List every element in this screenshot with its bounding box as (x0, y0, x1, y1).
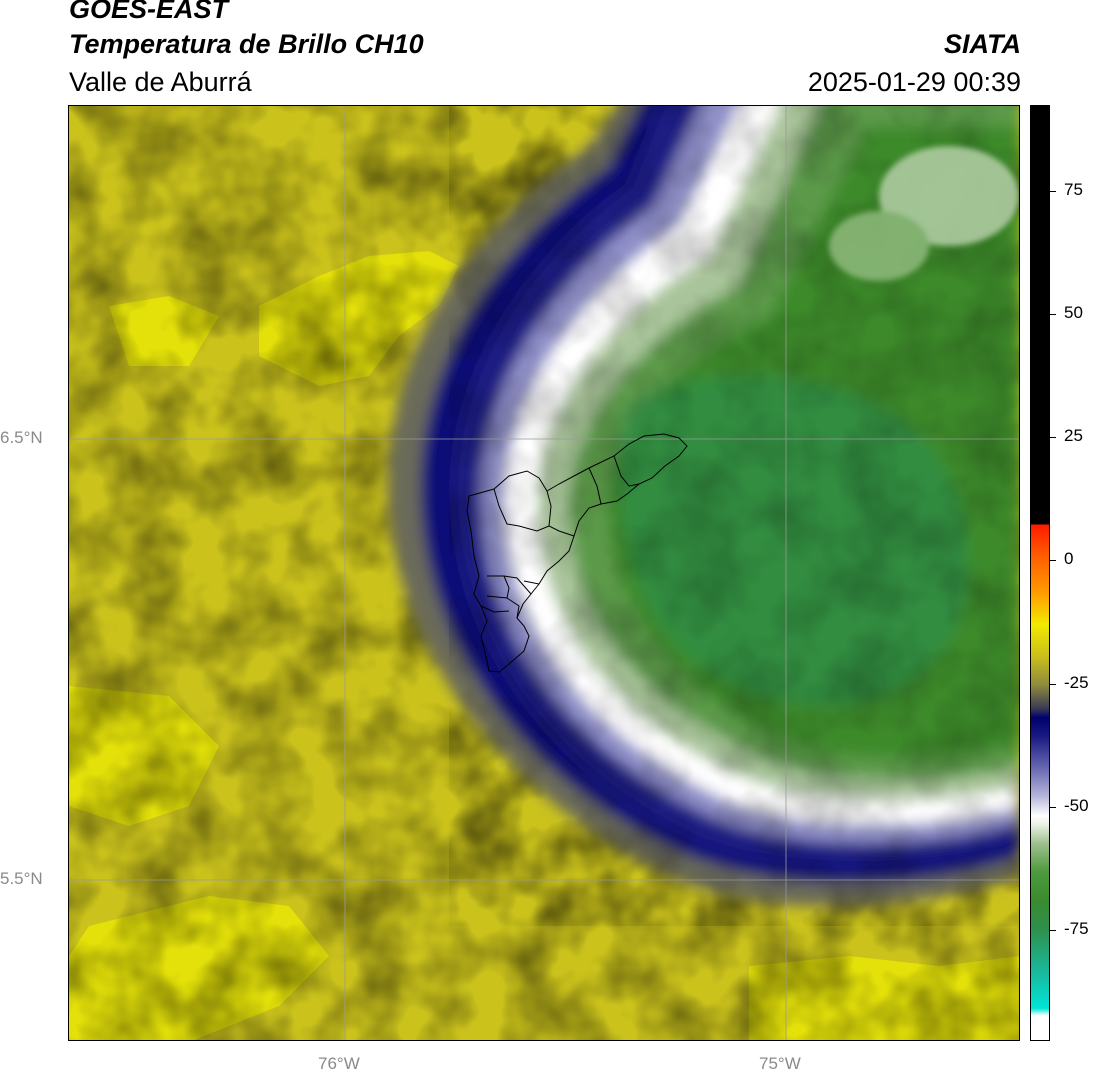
colorbar-label-25: 25 (1064, 426, 1083, 445)
gridlines (69, 106, 1019, 1040)
colorbar-label-neg50: -50 (1064, 796, 1089, 815)
satellite-map[interactable] (68, 105, 1020, 1041)
lon-label-76w: 76°W (318, 1054, 360, 1073)
colorbar-tick (1050, 684, 1056, 685)
colorbar-label-neg25: -25 (1064, 673, 1089, 692)
region-subtitle: Valle de Aburrá (69, 67, 252, 97)
colorbar-tick (1050, 191, 1056, 192)
colorbar-label-neg75: -75 (1064, 919, 1089, 938)
colorbar-label-50: 50 (1064, 303, 1083, 322)
title-line-1: GOES-EAST (69, 0, 229, 24)
brand-label: SIATA (944, 29, 1021, 59)
lon-label-75w: 75°W (759, 1054, 801, 1073)
municipal-boundaries (466, 433, 688, 673)
cloud-top-highlights (829, 146, 1019, 281)
colorbar-tick (1050, 930, 1056, 931)
colorbar-tick (1050, 560, 1056, 561)
colorbar-tick (1050, 437, 1056, 438)
lat-label-6-5: 6.5°N (0, 428, 43, 447)
timestamp: 2025-01-29 00:39 (807, 67, 1021, 97)
brightness-temperature-field (69, 106, 1019, 1040)
colorbar-tick (1050, 807, 1056, 808)
colorbar (1030, 105, 1050, 1041)
colorbar-tick (1050, 314, 1056, 315)
colorbar-label-0: 0 (1064, 549, 1074, 568)
title-line-2: Temperatura de Brillo CH10 (69, 29, 424, 59)
lat-label-5-5: 5.5°N (0, 869, 43, 888)
colorbar-label-75: 75 (1064, 180, 1083, 199)
